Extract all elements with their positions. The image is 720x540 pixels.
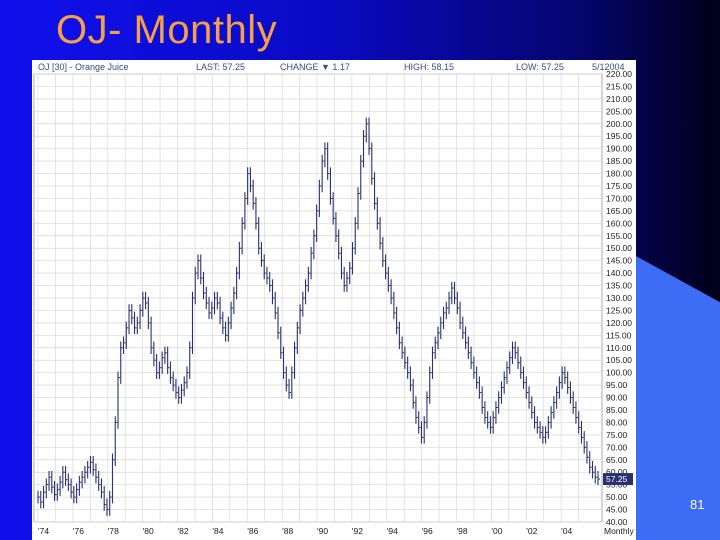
chart-background [32, 60, 636, 540]
y-tick-label: 215.00 [606, 81, 632, 91]
x-tick-label: '78 [108, 526, 119, 536]
y-tick-label: 120.00 [606, 318, 632, 328]
header-date: 5/12004 [592, 62, 625, 72]
y-tick-label: 180.00 [606, 169, 632, 179]
y-tick-label: 90.00 [606, 393, 628, 403]
x-tick-label: '82 [178, 526, 189, 536]
y-tick-label: 170.00 [606, 193, 632, 203]
y-tick-label: 155.00 [606, 231, 632, 241]
y-tick-label: 50.00 [606, 492, 628, 502]
y-tick-label: 165.00 [606, 206, 632, 216]
axis-layer: 40.0045.0050.0055.0060.0065.0070.0075.00… [38, 69, 635, 536]
x-tick-label: '92 [352, 526, 363, 536]
last-price-label: 57.25 [606, 474, 628, 484]
x-tick-label: '74 [38, 526, 49, 536]
y-tick-label: 135.00 [606, 281, 632, 291]
x-end-label: Monthly [604, 526, 635, 536]
y-tick-label: 140.00 [606, 268, 632, 278]
y-tick-label: 115.00 [606, 330, 632, 340]
x-tick-label: '02 [526, 526, 537, 536]
bar-layer [37, 117, 600, 516]
y-tick-label: 175.00 [606, 181, 632, 191]
y-tick-label: 75.00 [606, 430, 628, 440]
y-tick-label: 125.00 [606, 305, 632, 315]
x-tick-label: '98 [457, 526, 468, 536]
y-tick-label: 190.00 [606, 144, 632, 154]
y-tick-label: 60.00 [606, 467, 628, 477]
x-tick-label: '90 [317, 526, 328, 536]
y-tick-label: 105.00 [606, 355, 632, 365]
y-tick-label: 80.00 [606, 417, 628, 427]
x-tick-label: '04 [561, 526, 572, 536]
x-tick-label: '94 [387, 526, 398, 536]
x-tick-label: '88 [282, 526, 293, 536]
y-tick-label: 85.00 [606, 405, 628, 415]
x-tick-label: '80 [143, 526, 154, 536]
decorative-shape [625, 250, 720, 540]
y-tick-label: 160.00 [606, 218, 632, 228]
y-tick-label: 195.00 [606, 131, 632, 141]
x-tick-label: '84 [212, 526, 223, 536]
slide-title: OJ- Monthly [56, 8, 278, 52]
header-high: HIGH: 58.15 [404, 62, 454, 72]
y-tick-label: 65.00 [606, 455, 628, 465]
y-tick-label: 185.00 [606, 156, 632, 166]
grid-layer [33, 73, 603, 523]
y-tick-label: 205.00 [606, 106, 632, 116]
header-symbol: OJ [30] - Orange Juice [38, 62, 129, 72]
y-tick-label: 145.00 [606, 256, 632, 266]
y-tick-label: 200.00 [606, 119, 632, 129]
y-tick-label: 150.00 [606, 243, 632, 253]
header-last: LAST: 57.25 [196, 62, 245, 72]
y-tick-label: 40.00 [606, 517, 628, 527]
x-tick-label: '86 [247, 526, 258, 536]
chart-panel: 40.0045.0050.0055.0060.0065.0070.0075.00… [32, 60, 636, 540]
y-tick-label: 130.00 [606, 293, 632, 303]
y-tick-label: 220.00 [606, 69, 632, 79]
y-tick-label: 210.00 [606, 94, 632, 104]
x-tick-label: '00 [491, 526, 502, 536]
y-tick-label: 45.00 [606, 505, 628, 515]
y-tick-label: 110.00 [606, 343, 632, 353]
y-tick-label: 70.00 [606, 442, 628, 452]
header-low: LOW: 57.25 [516, 62, 564, 72]
y-tick-label: 100.00 [606, 368, 632, 378]
page-number: 81 [690, 497, 705, 512]
price-chart: 40.0045.0050.0055.0060.0065.0070.0075.00… [32, 60, 636, 540]
y-tick-label: 95.00 [606, 380, 628, 390]
last-price-tag [603, 473, 633, 486]
x-tick-label: '76 [73, 526, 84, 536]
x-tick-label: '96 [422, 526, 433, 536]
header-change: CHANGE ▼ 1.17 [280, 62, 350, 72]
